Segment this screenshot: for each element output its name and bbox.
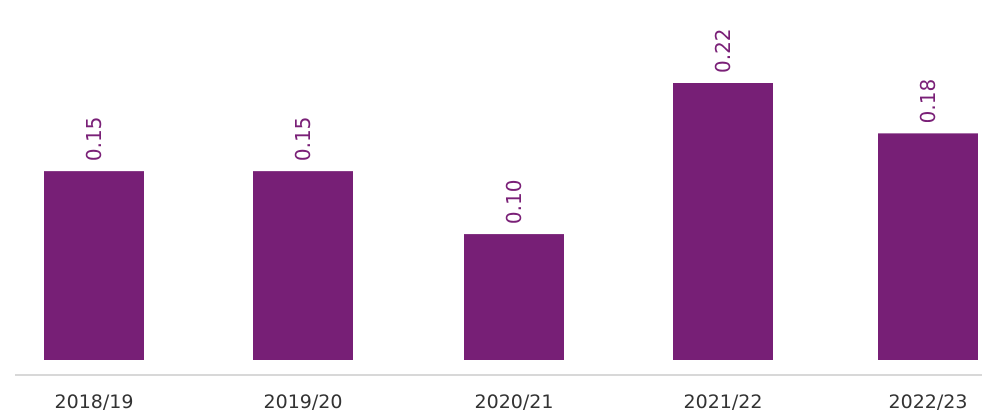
- value-label: 0.22: [711, 28, 735, 73]
- bar: [878, 133, 978, 360]
- x-tick-label: 2021/22: [684, 391, 763, 413]
- value-label: 0.15: [291, 117, 315, 162]
- x-tick-label: 2018/19: [55, 391, 134, 413]
- bar: [44, 171, 144, 360]
- bar: [673, 83, 773, 360]
- value-label: 0.10: [502, 180, 526, 225]
- bar: [253, 171, 353, 360]
- x-tick-label: 2020/21: [475, 391, 554, 413]
- bar: [464, 234, 564, 360]
- x-tick-label: 2019/20: [264, 391, 343, 413]
- x-tick-label: 2022/23: [889, 391, 968, 413]
- value-label: 0.15: [82, 117, 106, 162]
- value-label: 0.18: [916, 79, 940, 124]
